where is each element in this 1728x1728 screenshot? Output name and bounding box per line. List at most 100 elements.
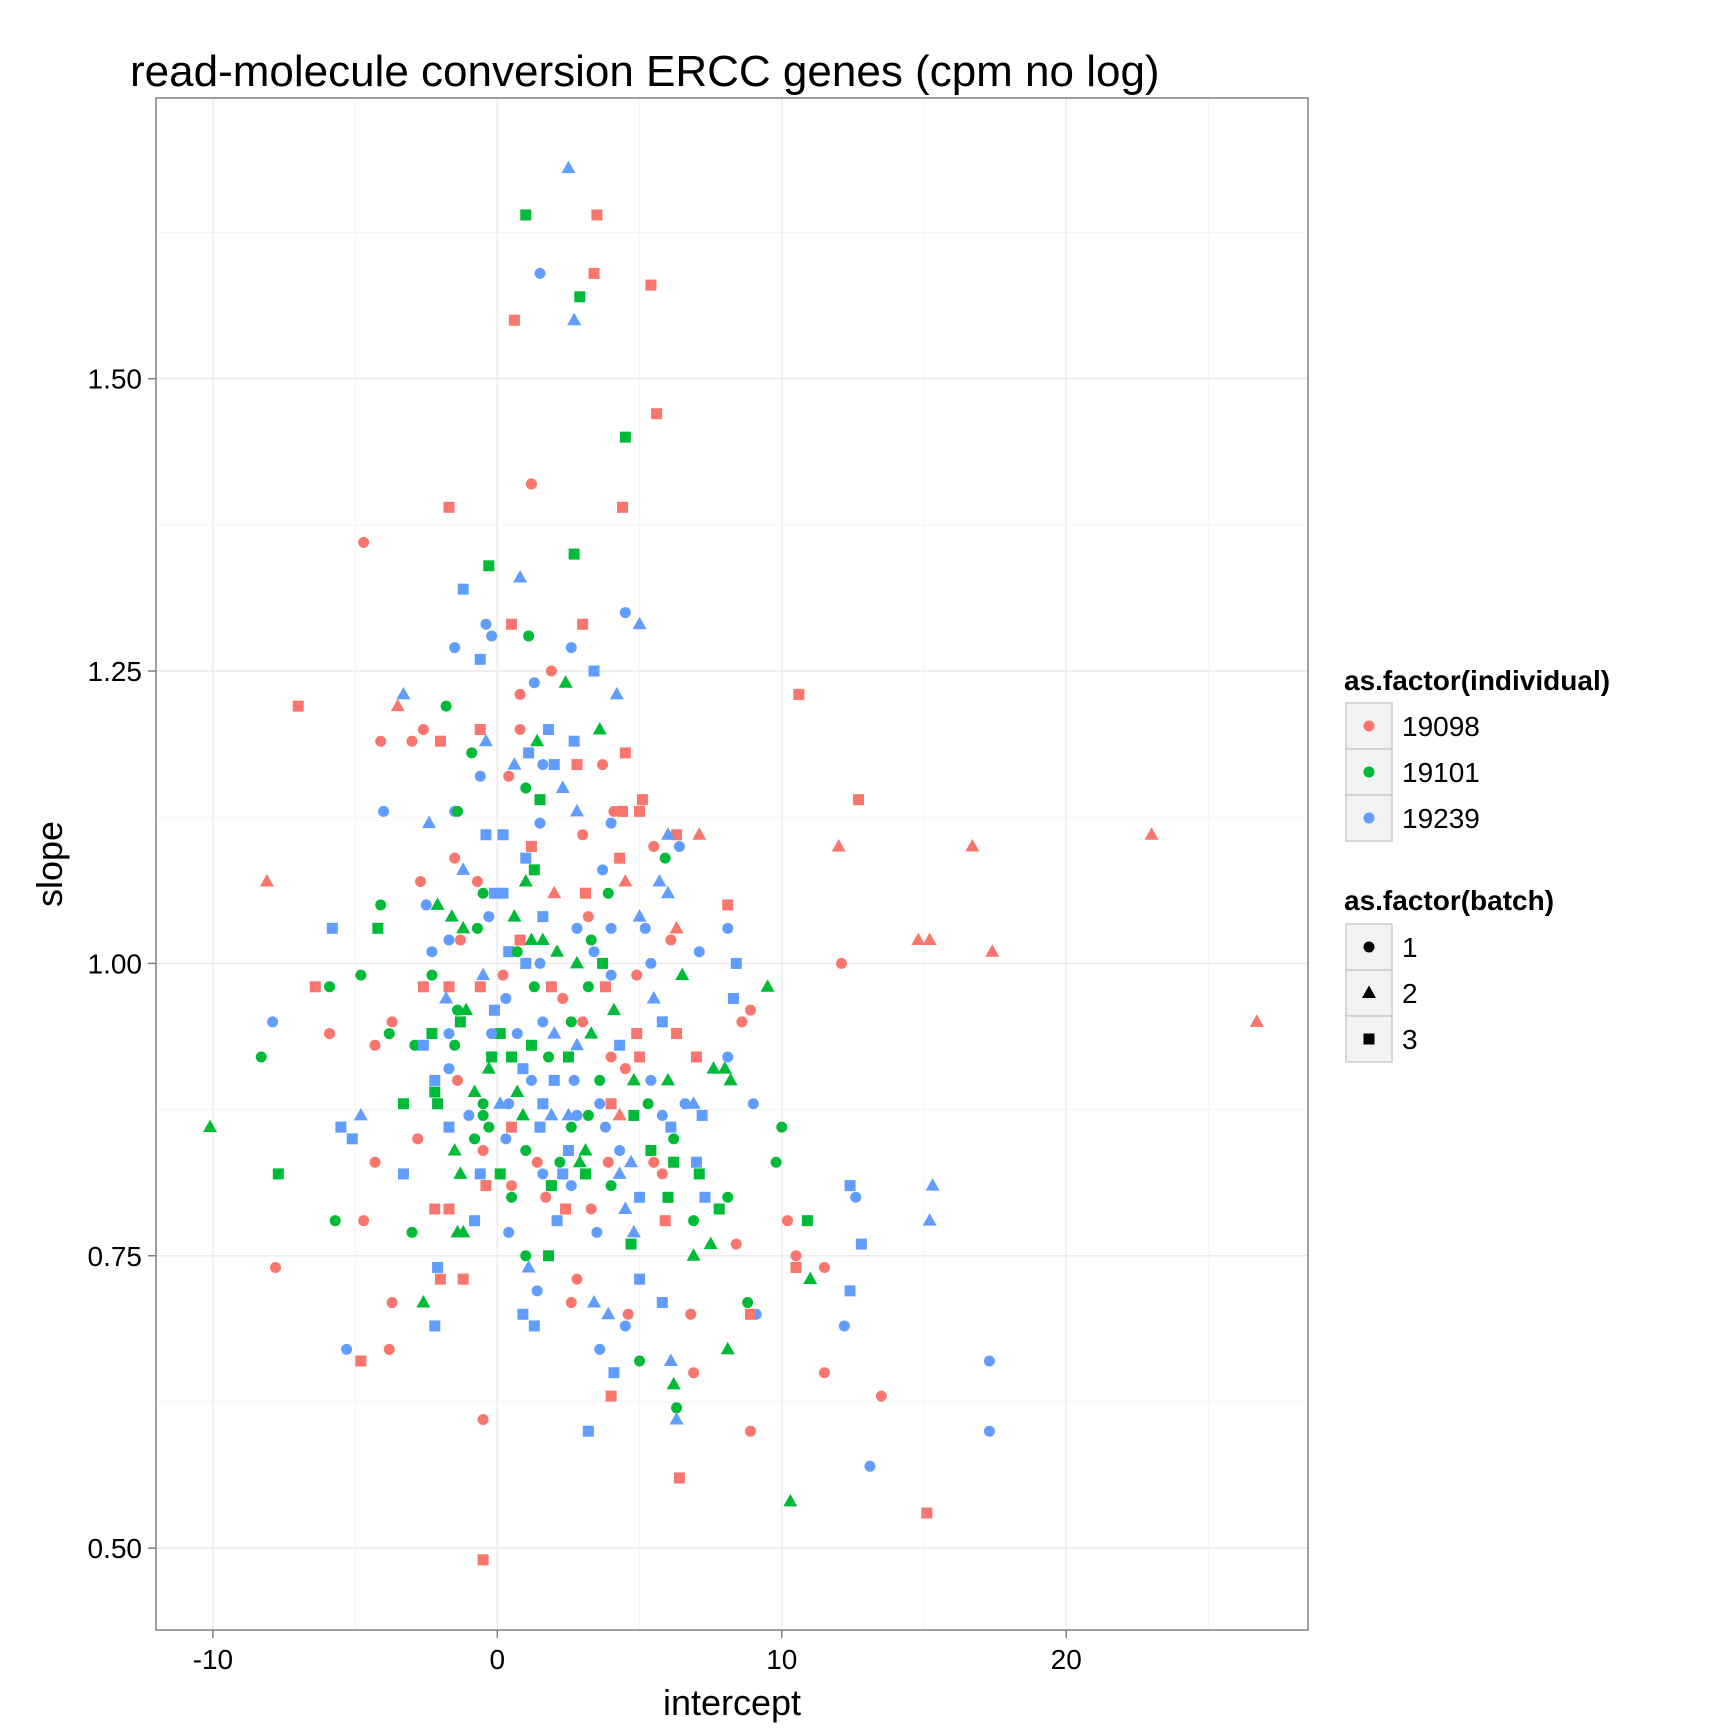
data-point (668, 1156, 680, 1168)
data-point (562, 1051, 574, 1063)
data-point (474, 653, 486, 665)
data-point (706, 1061, 721, 1074)
data-point (656, 1016, 668, 1028)
data-point (582, 1109, 594, 1121)
data-point (534, 267, 546, 279)
data-point (652, 874, 667, 887)
data-point (656, 1297, 668, 1309)
data-point (544, 1107, 559, 1121)
data-point (443, 501, 455, 513)
data-point (578, 1143, 593, 1156)
data-point (844, 1285, 856, 1297)
data-point (619, 607, 631, 619)
data-point (537, 911, 549, 923)
data-point (267, 1016, 279, 1028)
data-point (528, 1320, 540, 1332)
data-point (355, 1355, 367, 1367)
data-point (434, 1273, 446, 1285)
data-point (543, 724, 555, 736)
data-point (571, 1109, 583, 1121)
data-point (477, 1098, 489, 1110)
data-point (605, 1098, 617, 1110)
data-point (540, 1191, 552, 1203)
data-point (457, 583, 469, 595)
data-point (580, 1168, 592, 1180)
data-point (500, 992, 512, 1004)
data-point (818, 1261, 830, 1273)
data-point (429, 1086, 441, 1098)
data-point (511, 946, 523, 958)
data-point (693, 1168, 705, 1180)
data-point (803, 1271, 818, 1285)
data-point (531, 1156, 543, 1168)
data-point (838, 1320, 850, 1332)
data-point (488, 887, 500, 899)
data-point (722, 1051, 734, 1063)
data-point (426, 946, 438, 958)
data-point (626, 1072, 641, 1086)
data-point (543, 1250, 555, 1262)
data-point (605, 969, 617, 981)
data-point (500, 1133, 512, 1145)
data-point (614, 1145, 626, 1157)
data-point (699, 1191, 711, 1203)
data-point (554, 1156, 566, 1168)
data-point (985, 944, 1000, 957)
data-point (534, 817, 546, 829)
data-point (742, 1297, 754, 1309)
data-point (671, 829, 683, 841)
data-point (688, 1367, 700, 1379)
data-point (744, 1425, 756, 1437)
minor-gridlines (156, 98, 1308, 1630)
data-point (853, 794, 865, 806)
data-point (372, 922, 384, 934)
data-point (506, 1051, 518, 1063)
data-point (269, 1261, 281, 1273)
data-point (488, 1004, 500, 1016)
data-point (568, 735, 580, 747)
legend-label-individual: 19239 (1402, 803, 1480, 834)
data-point (497, 829, 509, 841)
data-point (656, 1109, 668, 1121)
data-point (447, 1143, 462, 1156)
data-point (486, 1051, 498, 1063)
data-point (255, 1051, 267, 1063)
data-point (669, 1411, 684, 1425)
data-point (624, 1154, 639, 1168)
data-point (619, 1320, 631, 1332)
data-point (668, 1133, 680, 1145)
data-point (457, 1273, 469, 1285)
data-point (378, 805, 390, 817)
data-point (605, 1390, 617, 1402)
data-point (375, 735, 387, 747)
data-point (534, 794, 546, 806)
data-point (685, 1308, 697, 1320)
data-point (452, 1074, 464, 1086)
data-point (513, 569, 528, 583)
data-point (597, 957, 609, 969)
data-point (569, 1037, 584, 1051)
data-point (568, 548, 580, 560)
data-point (648, 840, 660, 852)
data-point (417, 724, 429, 736)
data-point (430, 897, 445, 910)
data-point (561, 1107, 576, 1121)
data-point (555, 780, 570, 793)
x-tick-label: 20 (1051, 1644, 1082, 1675)
data-point (520, 1145, 532, 1157)
data-point (326, 922, 338, 934)
data-point (483, 560, 495, 572)
legend: as.factor(individual) 19098 19101 19239 as… (1344, 665, 1610, 1063)
data-point (588, 267, 600, 279)
data-point (855, 1238, 867, 1250)
data-point (481, 1061, 496, 1074)
data-point (632, 909, 647, 922)
legend-key-box (1345, 794, 1393, 842)
data-point (625, 1238, 637, 1250)
data-point (642, 1098, 654, 1110)
data-point (203, 1119, 218, 1133)
data-point (645, 957, 657, 969)
data-point (605, 817, 617, 829)
data-point (469, 1215, 481, 1227)
data-point (454, 1016, 466, 1028)
